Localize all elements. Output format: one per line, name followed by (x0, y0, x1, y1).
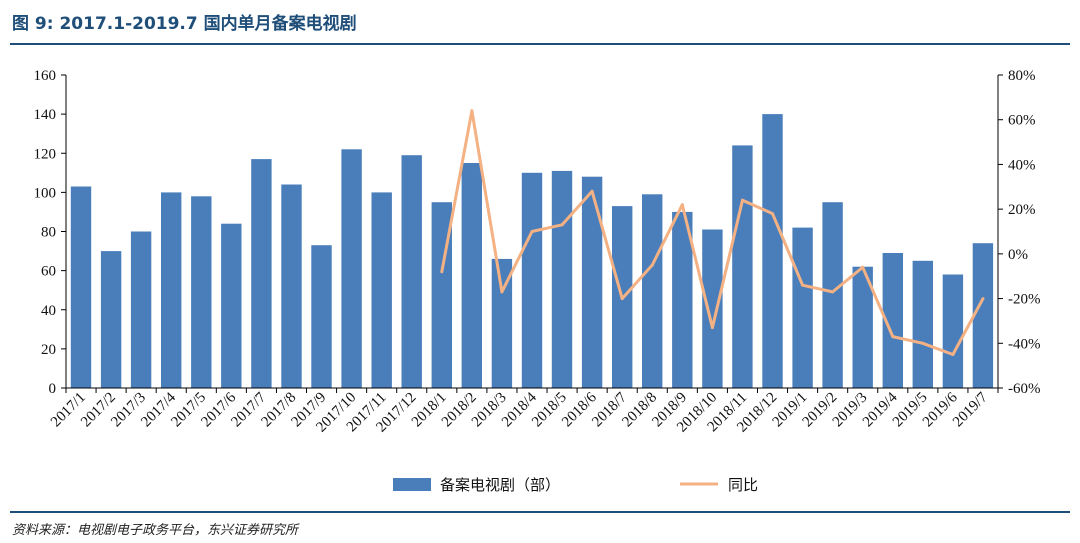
bar-2017/6 (221, 223, 242, 388)
bar-2017/2 (100, 251, 122, 388)
bar-2017/3 (130, 231, 152, 388)
y-left-tick-label: 0 (49, 381, 57, 397)
bar-2019/5 (912, 260, 933, 388)
legend: 备案电视剧（部） 同比 (393, 476, 758, 494)
y-right-tick-label: -60% (1008, 381, 1041, 397)
bar-2019/4 (882, 253, 903, 388)
bar-2018/2 (461, 163, 482, 388)
combo-chart: 0 20 40 60 80 100 120 140 160 -60% -40% -20% 0% 20% 40… (34, 68, 1041, 494)
yoy-point-2019/2 (831, 290, 835, 294)
yoy-point-2019/4 (891, 335, 895, 339)
y-left-tick-label: 100 (34, 185, 57, 201)
chart-title: 图 9: 2017.1-2019.7 国内单月备案电视剧 (12, 14, 357, 34)
yoy-point-2018/12 (771, 212, 774, 216)
bar-2017/4 (161, 192, 182, 388)
bar-2019/7 (972, 243, 994, 388)
y-left-tick-label: 40 (41, 303, 56, 319)
yoy-point-2018/8 (650, 263, 654, 267)
legend-label-line: 同比 (728, 476, 758, 494)
yoy-point-2018/2 (470, 109, 474, 113)
y-left-tick-label: 120 (34, 146, 57, 162)
bar-2019/1 (792, 227, 813, 388)
bar-2017/5 (191, 196, 212, 388)
yoy-point-2018/1 (440, 270, 444, 274)
bar-2018/12 (762, 114, 783, 388)
y-right-tick-label: -40% (1008, 336, 1041, 352)
title-divider (10, 43, 1070, 45)
y-right-tick-label: -20% (1008, 292, 1041, 308)
legend-label-bars: 备案电视剧（部） (440, 476, 560, 494)
bar-2017/1 (70, 186, 92, 388)
y-right-tick-label: 40% (1008, 157, 1036, 173)
y-left-tick-label: 140 (34, 107, 57, 123)
bar-2018/9 (672, 211, 693, 388)
bar-2018/4 (521, 172, 543, 388)
bar-2019/3 (852, 266, 873, 388)
yoy-point-2018/9 (680, 203, 684, 207)
bar-2018/5 (551, 170, 573, 388)
yoy-point-2019/7 (981, 297, 985, 301)
y-right-tick-label: 80% (1008, 68, 1036, 84)
y-left-tick-label: 20 (41, 342, 56, 358)
y-left-tick-label: 160 (34, 68, 57, 84)
bar-2018/8 (642, 194, 663, 388)
yoy-point-2018/10 (710, 326, 714, 330)
x-tick-label-2019/7: 2019/7 (950, 389, 991, 430)
yoy-point-2018/5 (560, 223, 564, 227)
bar-2018/6 (581, 176, 603, 388)
bar-series (70, 114, 994, 388)
bar-2018/11 (732, 145, 753, 388)
source-divider (10, 511, 1070, 513)
line-series (440, 109, 985, 356)
bar-2017/10 (341, 149, 362, 388)
yoy-point-2018/4 (530, 230, 534, 233)
bar-2018/3 (491, 258, 513, 388)
yoy-point-2018/7 (620, 297, 624, 301)
yoy-point-2019/6 (951, 353, 955, 356)
bar-2017/9 (311, 245, 332, 388)
y-left-tick-label: 60 (41, 264, 56, 280)
bar-2017/7 (251, 159, 272, 388)
bar-2018/10 (702, 229, 723, 388)
yoy-point-2018/11 (741, 198, 744, 202)
yoy-point-2018/3 (500, 290, 504, 294)
yoy-point-2019/1 (801, 283, 805, 287)
yoy-point-2018/6 (590, 189, 594, 193)
bar-2017/8 (281, 184, 302, 388)
bar-2019/6 (942, 274, 964, 388)
bar-2017/12 (401, 155, 422, 388)
bar-2019/2 (822, 202, 843, 388)
yoy-point-2019/3 (861, 265, 865, 269)
y-left-tick-label: 80 (41, 225, 56, 241)
yoy-point-2019/5 (921, 341, 925, 345)
legend-swatch-bars (393, 478, 431, 491)
source-note: 资料来源：电视剧电子政务平台，东兴证券研究所 (12, 523, 299, 538)
bar-2017/11 (371, 192, 392, 388)
y-right-tick-label: 0% (1008, 247, 1028, 263)
y-right-tick-label: 60% (1008, 113, 1036, 129)
y-right-tick-label: 20% (1008, 202, 1036, 218)
